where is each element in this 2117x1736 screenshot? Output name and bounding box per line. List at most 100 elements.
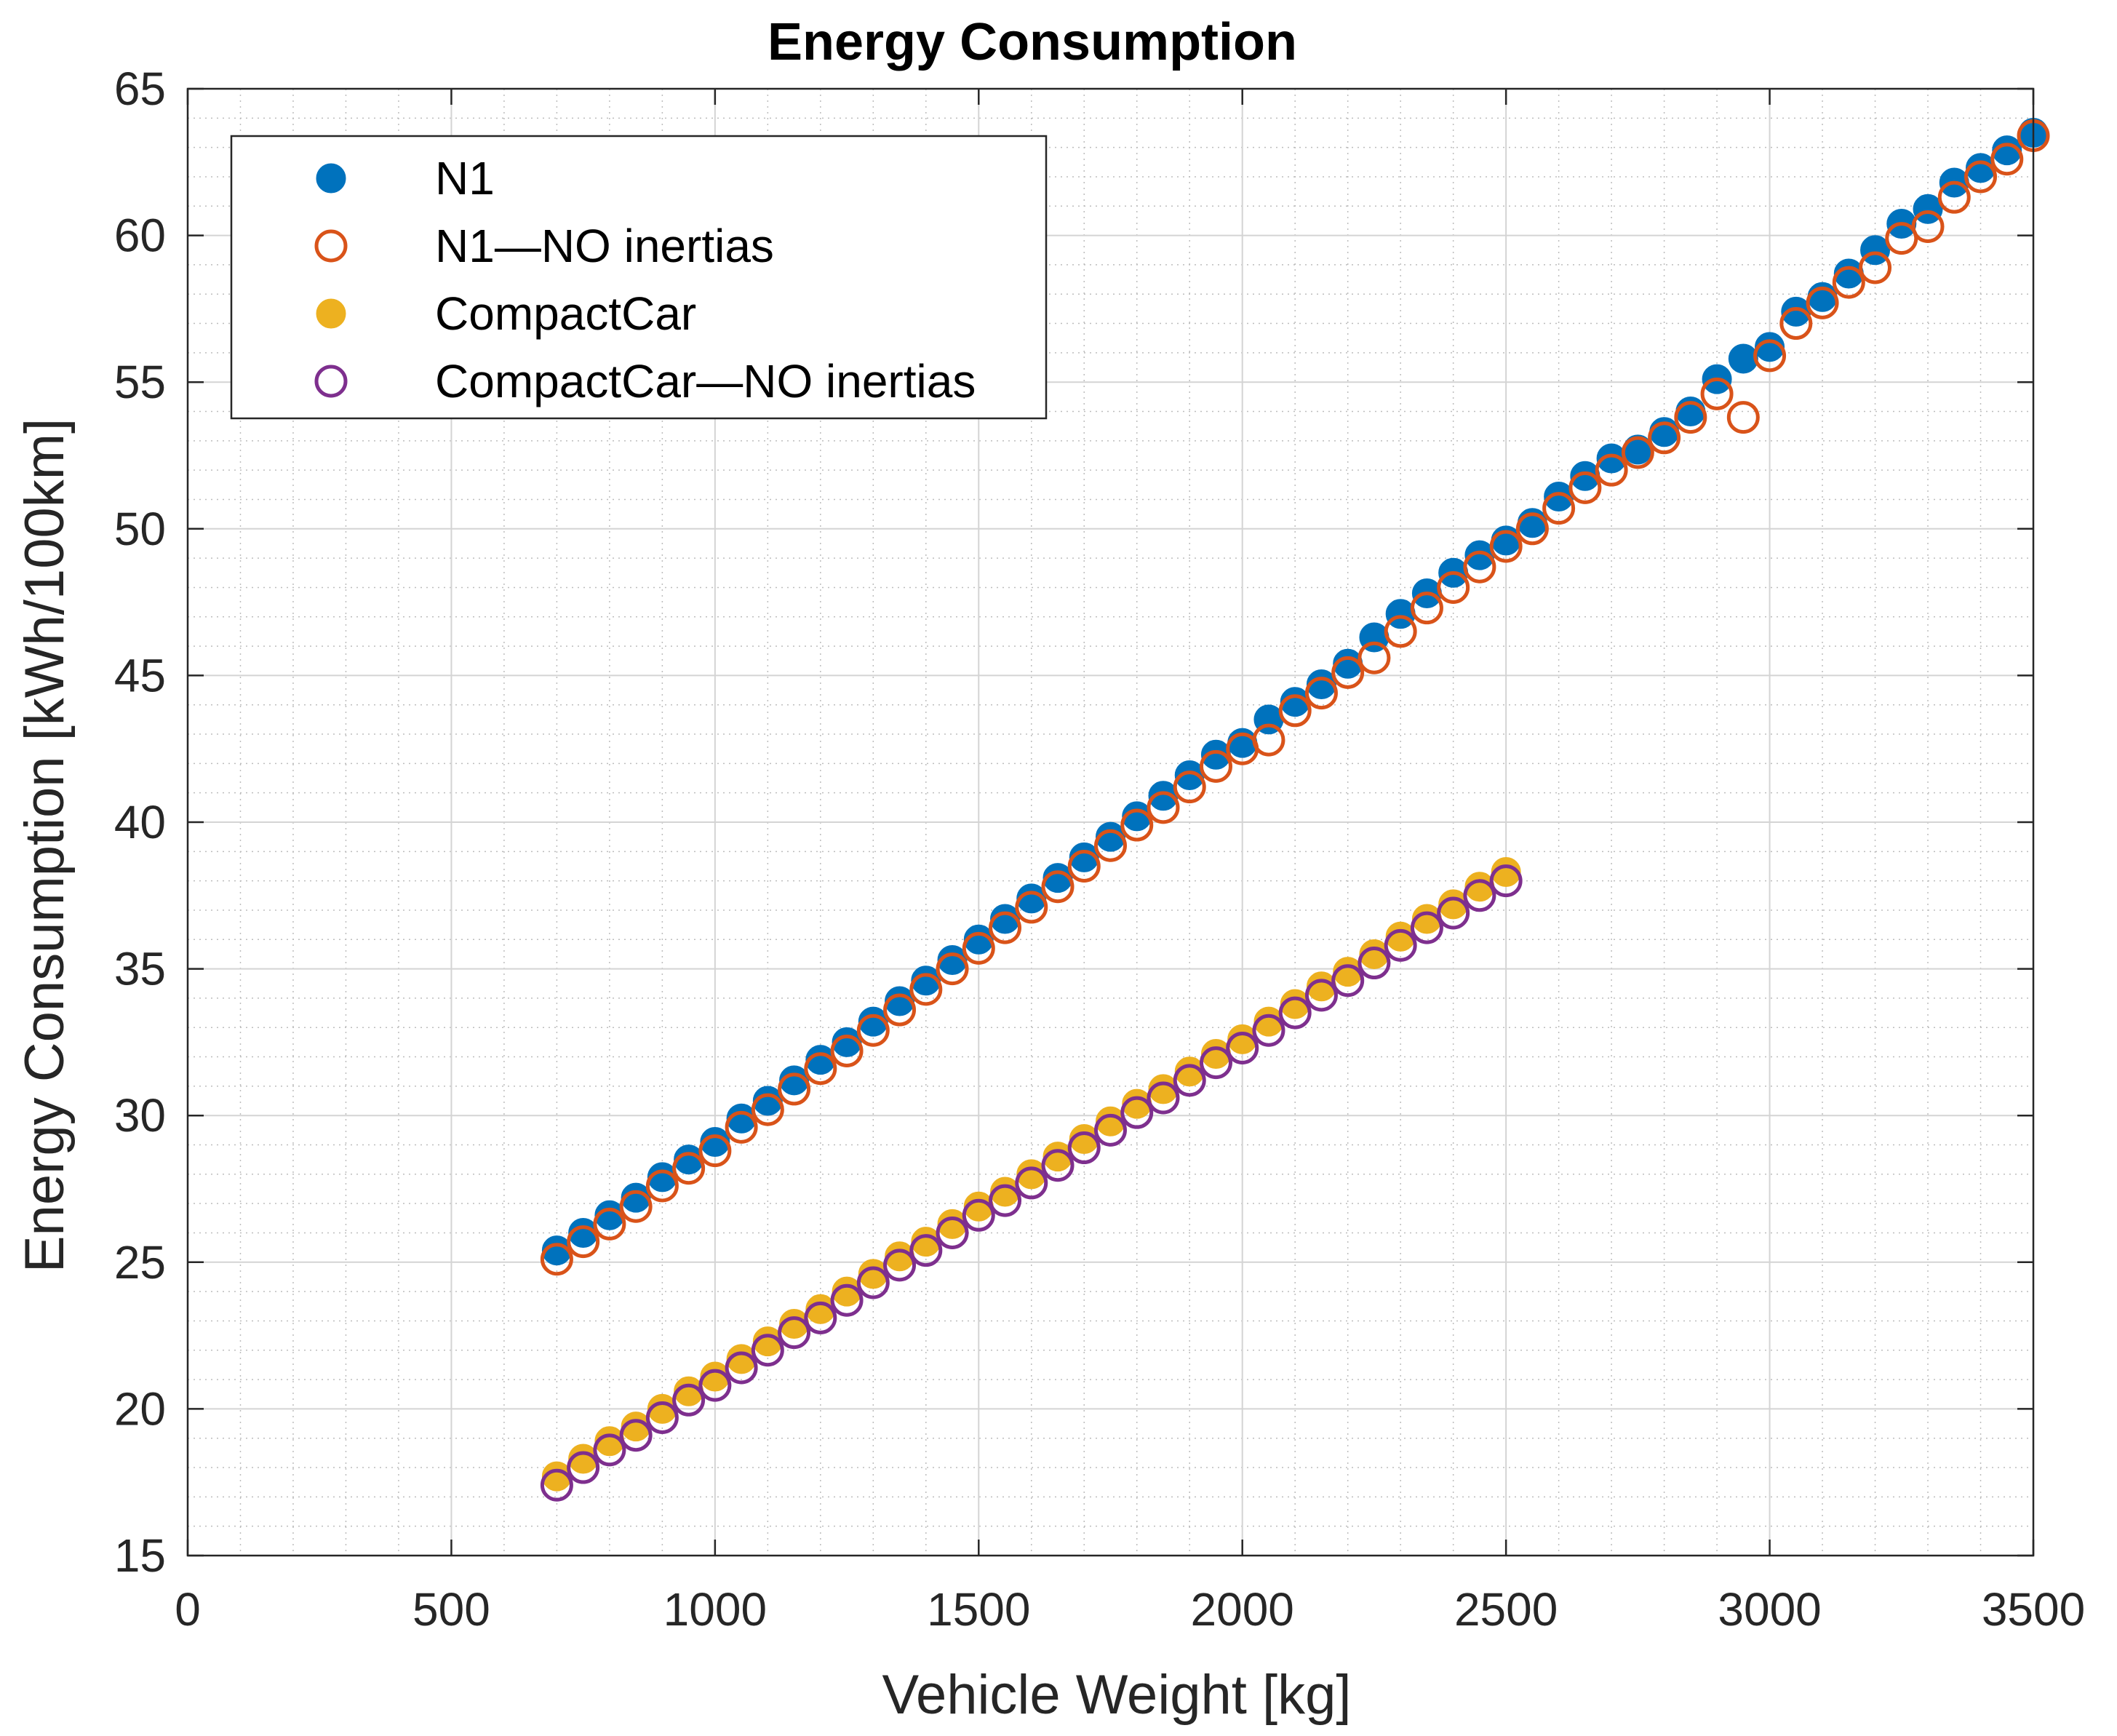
data-point — [1491, 857, 1521, 888]
legend-label: N1—NO inertias — [435, 220, 774, 272]
data-point — [885, 986, 915, 1016]
data-point — [830, 1034, 864, 1067]
y-axis-label: Energy Consumption [kWh/100km] — [14, 418, 76, 1273]
x-tick-label: 500 — [412, 1583, 490, 1636]
data-point — [1252, 1014, 1285, 1047]
data-point — [832, 1027, 862, 1057]
y-tick-label: 30 — [114, 1089, 166, 1142]
data-point — [1385, 599, 1416, 629]
data-point — [1331, 656, 1365, 689]
data-point — [751, 1093, 784, 1126]
data-point — [1860, 235, 1891, 266]
data-point — [1992, 135, 2022, 166]
data-point — [751, 1334, 784, 1367]
y-tick-label: 20 — [114, 1382, 166, 1435]
data-point — [1755, 332, 1785, 362]
y-tick-label: 55 — [114, 356, 166, 408]
data-point — [1964, 160, 1998, 194]
data-point — [1728, 343, 1758, 374]
data-point — [1304, 979, 1338, 1012]
data-point — [1384, 928, 1417, 962]
chart-title: Energy Consumption — [768, 13, 1297, 71]
data-point — [1463, 879, 1496, 912]
data-point — [1463, 550, 1496, 584]
data-point — [858, 1006, 888, 1037]
data-point — [1147, 791, 1180, 824]
data-point — [1096, 821, 1125, 852]
data-point — [1990, 143, 2024, 176]
data-point — [593, 1433, 626, 1467]
data-point — [883, 993, 917, 1027]
data-point — [1015, 891, 1048, 924]
data-point — [1779, 307, 1813, 341]
axis-ticks — [186, 87, 2035, 1557]
data-point — [936, 1216, 969, 1249]
data-point — [911, 965, 941, 996]
legend-marker — [316, 298, 346, 329]
x-tick-label: 3000 — [1718, 1583, 1821, 1636]
x-tick-label: 2000 — [1191, 1583, 1294, 1636]
data-point — [1016, 883, 1047, 914]
data-point — [830, 1283, 864, 1317]
data-point — [1278, 694, 1312, 728]
data-point — [1726, 401, 1760, 434]
data-point — [672, 1152, 706, 1185]
data-point — [1384, 615, 1417, 648]
y-tick-labels: 15 20 25 30 35 40 45 50 55 60 65 — [114, 63, 166, 1582]
data-point — [1542, 492, 1576, 525]
data-point — [1832, 266, 1865, 299]
data-point — [1069, 842, 1099, 872]
data-point — [856, 1266, 890, 1299]
data-point — [1937, 180, 1971, 214]
data-point — [567, 1451, 600, 1484]
data-point — [1595, 453, 1628, 487]
data-point — [1515, 512, 1549, 546]
x-tick-label: 2500 — [1454, 1583, 1558, 1636]
data-point — [937, 945, 968, 976]
data-point — [1094, 829, 1127, 862]
legend-label: CompactCar — [435, 287, 696, 340]
data-point — [1067, 1131, 1101, 1165]
x-tick-label: 1500 — [927, 1583, 1030, 1636]
data-point — [672, 1383, 706, 1417]
data-point — [1568, 471, 1602, 504]
y-tick-label: 25 — [114, 1236, 166, 1289]
data-point — [989, 911, 1022, 944]
data-point — [1357, 641, 1391, 674]
data-point — [1094, 1113, 1127, 1147]
data-point — [1753, 339, 1787, 373]
data-point — [540, 1468, 573, 1502]
data-point — [1648, 421, 1681, 455]
data-point — [1278, 996, 1312, 1030]
data-point — [909, 1234, 943, 1267]
series-2 — [541, 857, 1521, 1492]
x-tick-label: 3500 — [1982, 1583, 2085, 1636]
data-point — [963, 924, 994, 955]
data-point — [778, 1072, 811, 1106]
data-point — [1173, 1064, 1206, 1097]
data-point — [752, 1086, 783, 1116]
data-point — [619, 1190, 653, 1223]
data-point — [1199, 1046, 1232, 1080]
data-point — [883, 1249, 917, 1282]
data-point — [1041, 870, 1075, 904]
legend-marker — [314, 365, 348, 398]
data-point — [700, 1126, 730, 1157]
data-point — [804, 1052, 837, 1086]
x-tick-labels: 0 500 1000 1500 2000 2500 3000 3500 — [175, 1583, 2085, 1636]
data-point — [1437, 896, 1470, 930]
data-point — [1489, 864, 1523, 898]
data-point — [593, 1207, 626, 1241]
data-point — [540, 1243, 573, 1276]
data-point — [1806, 286, 1839, 319]
data-point — [1437, 570, 1470, 604]
series-3 — [540, 864, 1523, 1502]
y-tick-label: 65 — [114, 63, 166, 115]
y-tick-label: 15 — [114, 1529, 166, 1582]
data-point — [725, 1110, 758, 1144]
data-point — [1173, 771, 1206, 804]
legend-marker — [314, 229, 348, 263]
data-point — [779, 1065, 810, 1096]
data-point — [1700, 377, 1734, 410]
data-point — [936, 952, 969, 986]
